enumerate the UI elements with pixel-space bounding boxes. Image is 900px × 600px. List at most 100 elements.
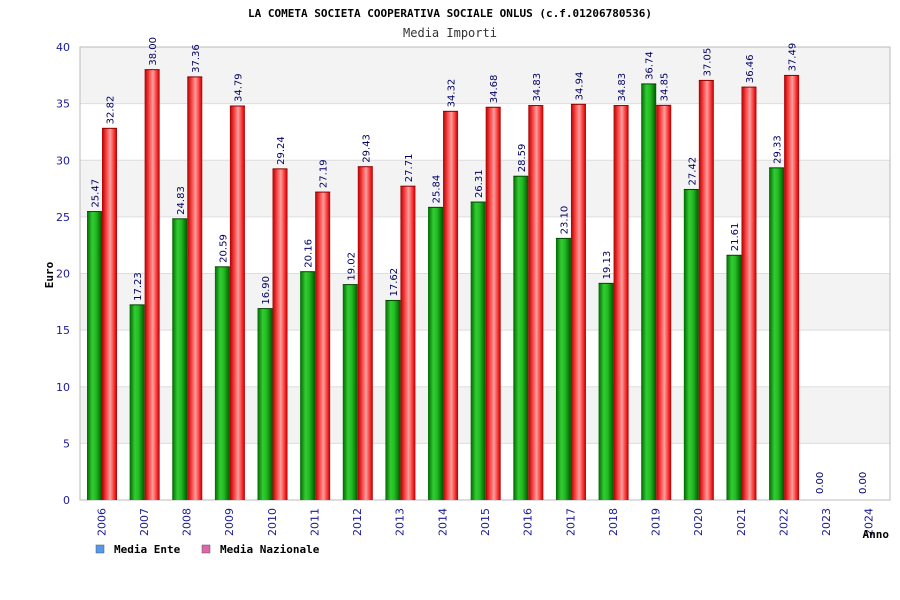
data-label: 25.47: [91, 179, 102, 208]
data-label: 27.19: [319, 159, 330, 188]
bar-media-nazionale: [144, 69, 160, 501]
bar-media-ente: [513, 176, 529, 500]
x-tick-label: 2014: [436, 508, 449, 536]
legend-label-media-ente: Media Ente: [114, 543, 181, 556]
data-label: 37.36: [191, 44, 202, 73]
y-tick-label: 10: [56, 381, 70, 394]
y-axis-ticks: 0 5 10 15 20 25 30 35 40: [56, 41, 70, 507]
bar-media-ente: [769, 167, 785, 500]
data-label: 34.79: [233, 73, 244, 102]
x-tick-label: 2010: [266, 508, 279, 536]
data-label: 26.31: [474, 169, 485, 198]
data-label: 34.83: [617, 73, 628, 102]
x-tick-label: 2013: [394, 508, 407, 536]
x-tick-label: 2018: [607, 508, 620, 536]
bar-media-nazionale: [656, 105, 672, 500]
bar-media-nazionale: [784, 75, 800, 500]
data-label: 34.68: [489, 75, 500, 104]
data-label: 20.59: [218, 234, 229, 263]
bar-media-ente: [342, 284, 358, 500]
data-label: 17.23: [133, 272, 144, 301]
bar-media-ente: [428, 207, 444, 500]
data-label: 0.00: [815, 472, 826, 494]
bar-media-nazionale: [400, 186, 416, 500]
y-axis-label: Euro: [43, 261, 56, 288]
legend-swatch-media-ente: [95, 544, 105, 554]
chart-subtitle: Media Importi: [403, 26, 497, 40]
data-labels: 25.47 17.23 24.83 20.59 16.90 20.16 19.02 17.62…: [91, 37, 869, 494]
bar-media-ente: [257, 308, 273, 500]
x-tick-label: 2006: [95, 508, 108, 536]
legend: Media Ente Media Nazionale: [95, 543, 320, 556]
data-label: 29.24: [276, 136, 287, 165]
data-label: 29.33: [773, 135, 784, 164]
x-tick-label: 2012: [351, 508, 364, 536]
x-tick-label: 2009: [223, 508, 236, 536]
x-tick-label: 2011: [308, 508, 321, 536]
bar-media-ente: [726, 255, 742, 500]
y-tick-label: 30: [56, 154, 70, 167]
chart-title: LA COMETA SOCIETA COOPERATIVA SOCIALE ON…: [248, 7, 652, 20]
x-tick-label: 2017: [564, 508, 577, 536]
bar-media-nazionale: [272, 168, 288, 500]
data-label: 24.83: [176, 186, 187, 215]
x-tick-label: 2007: [138, 508, 151, 536]
data-label: 34.94: [574, 72, 585, 101]
data-label: 34.85: [660, 73, 671, 102]
bar-media-nazionale: [741, 87, 757, 500]
bar-media-nazionale: [698, 80, 714, 500]
y-tick-label: 25: [56, 211, 70, 224]
bar-media-ente: [641, 83, 657, 501]
data-label: 27.42: [687, 157, 698, 186]
data-label: 19.02: [346, 252, 357, 281]
x-tick-label: 2016: [522, 508, 535, 536]
y-tick-label: 40: [56, 41, 70, 54]
data-label: 16.90: [261, 276, 272, 305]
bar-media-nazionale: [443, 111, 459, 501]
y-tick-label: 5: [63, 437, 70, 450]
data-label: 37.05: [702, 48, 713, 77]
x-tick-label: 2019: [650, 508, 663, 536]
data-label: 25.84: [432, 175, 443, 204]
bar-media-ente: [683, 189, 699, 500]
bar-media-ente: [172, 218, 188, 501]
bar-media-nazionale: [357, 166, 373, 500]
x-axis-label: Anno: [863, 528, 890, 541]
x-axis-ticks: 2006 2007 2008 2009 2010 2011 2012 2013 2014 2015…: [95, 508, 875, 536]
data-label: 37.49: [788, 43, 799, 72]
y-tick-label: 15: [56, 324, 70, 337]
data-label: 34.83: [532, 73, 543, 102]
data-label: 17.62: [389, 268, 400, 297]
x-tick-label: 2023: [820, 508, 833, 536]
x-tick-label: 2015: [479, 508, 492, 536]
bar-media-ente: [598, 283, 614, 500]
data-label: 23.10: [559, 206, 570, 235]
x-tick-label: 2008: [181, 508, 194, 536]
data-label: 32.82: [106, 96, 117, 125]
bar-media-ente: [385, 300, 401, 500]
bar-media-nazionale: [229, 106, 245, 501]
data-label: 21.61: [730, 223, 741, 252]
y-tick-label: 0: [63, 494, 70, 507]
bar-media-nazionale: [102, 128, 117, 500]
bar-media-ente: [129, 304, 145, 500]
x-tick-label: 2022: [777, 508, 790, 536]
x-tick-label: 2021: [735, 508, 748, 536]
data-label: 19.13: [602, 251, 613, 280]
data-label: 29.43: [361, 134, 372, 163]
legend-label-media-nazionale: Media Nazionale: [220, 543, 320, 556]
bar-media-nazionale: [187, 76, 203, 500]
data-label: 38.00: [148, 37, 159, 66]
data-label: 36.46: [745, 54, 756, 83]
bar-media-nazionale: [485, 107, 501, 501]
bars: [87, 69, 800, 501]
data-label: 34.32: [447, 79, 458, 108]
bar-media-ente: [214, 266, 230, 500]
bar-media-nazionale: [570, 104, 586, 500]
bar-media-ente: [470, 202, 486, 500]
y-tick-label: 35: [56, 98, 70, 111]
data-label: 27.71: [404, 154, 415, 183]
data-label: 28.59: [517, 144, 528, 173]
bar-media-nazionale: [613, 105, 629, 501]
